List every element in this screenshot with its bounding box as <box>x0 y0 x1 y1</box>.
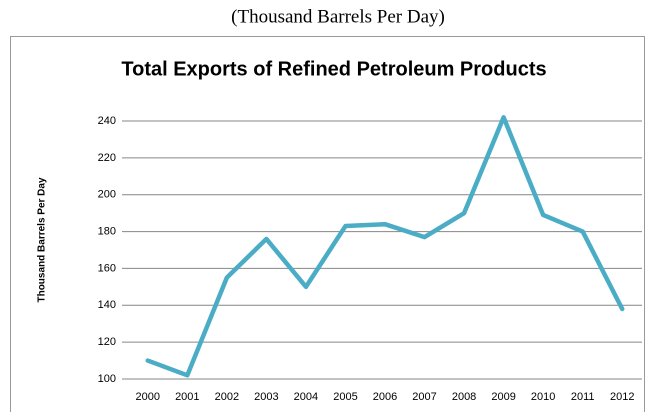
y-tick-label: 160 <box>98 262 116 274</box>
chart-title: Total Exports of Refined Petroleum Produ… <box>121 58 546 80</box>
chart-subtitle: (Thousand Barrels Per Day) <box>231 6 445 27</box>
y-tick-label: 180 <box>98 225 116 237</box>
data-line <box>145 115 625 378</box>
x-tick-label: 2004 <box>294 391 318 403</box>
x-tick-label: 2001 <box>175 391 199 403</box>
x-tick-label: 2011 <box>571 391 595 403</box>
y-tick-label: 100 <box>98 373 116 385</box>
y-tick-label: 120 <box>98 336 116 348</box>
x-tick-label: 2000 <box>136 391 160 403</box>
y-tick-label: 140 <box>98 299 116 311</box>
x-tick-label: 2009 <box>491 391 515 403</box>
x-tick-label: 2002 <box>215 391 239 403</box>
y-tick-label: 240 <box>98 115 116 127</box>
y-tick-label: 220 <box>98 152 116 164</box>
x-tick-label: 2005 <box>333 391 357 403</box>
y-axis-label: Thousand Barrels Per Day <box>37 177 48 302</box>
x-tick-label: 2006 <box>373 391 397 403</box>
x-tick-label: 2003 <box>254 391 278 403</box>
x-tick-label: 2010 <box>531 391 555 403</box>
y-tick-label: 200 <box>98 189 116 201</box>
x-tick-label: 2007 <box>412 391 436 403</box>
x-tick-label: 2012 <box>610 391 634 403</box>
x-tick-label: 2008 <box>452 391 476 403</box>
chart-frame <box>10 36 645 412</box>
